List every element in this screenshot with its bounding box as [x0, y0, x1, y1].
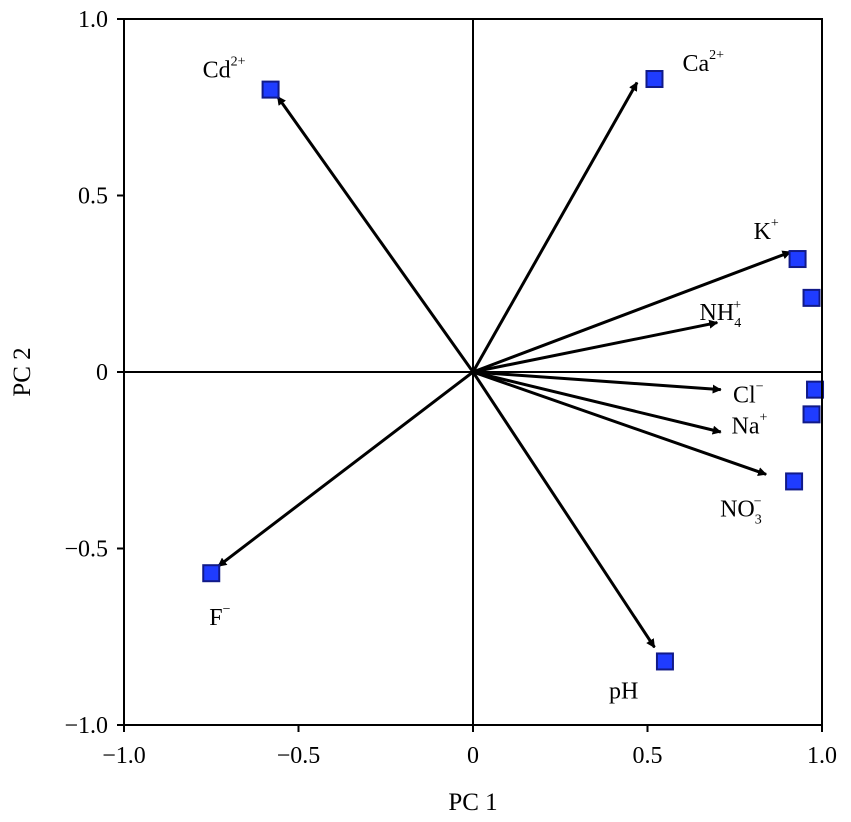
- arrow-k: [472, 250, 792, 374]
- y-tick-label: 1.0: [78, 7, 108, 33]
- marker-nh: [802, 288, 821, 307]
- arrow-no: [472, 370, 768, 476]
- label-no: NO3−: [720, 494, 762, 527]
- marker-k: [788, 250, 807, 269]
- y-axis-ticks: −1.0 −0.5 0 0.5 1.0: [64, 7, 124, 739]
- label-nh: NH4+: [700, 298, 742, 331]
- arrow-cd: [276, 95, 475, 373]
- label-na: Na+: [732, 410, 768, 439]
- label-k: K+: [754, 216, 779, 245]
- y-axis-title: PC 2: [9, 347, 36, 396]
- y-tick-label: 0.5: [78, 184, 108, 210]
- x-tick-label: −1.0: [102, 743, 146, 769]
- loading-arrows: [217, 81, 792, 649]
- arrow-cl: [472, 370, 722, 394]
- label-ca: Ca2+: [682, 48, 724, 77]
- label-cl: Cl−: [733, 380, 764, 409]
- arrow-na: [472, 370, 722, 435]
- y-tick-label: −1.0: [64, 713, 108, 739]
- arrow-ca: [471, 81, 639, 373]
- x-axis-title: PC 1: [448, 789, 497, 816]
- x-axis-ticks: −1.0 −0.5 0 0.5 1.0: [102, 725, 837, 769]
- marker-ph: [655, 652, 674, 671]
- marker-ca: [645, 70, 664, 89]
- x-tick-label: 0: [467, 743, 479, 769]
- marker-no: [785, 472, 804, 491]
- y-tick-label: −0.5: [64, 537, 108, 563]
- x-tick-label: 1.0: [807, 743, 837, 769]
- y-tick-label: 0: [96, 360, 108, 386]
- label-cd: Cd2+: [203, 55, 246, 84]
- x-tick-label: 0.5: [633, 743, 663, 769]
- marker-cl: [806, 380, 825, 399]
- label-ph: pH: [609, 678, 638, 704]
- marker-cd: [261, 80, 280, 99]
- marker-f: [202, 564, 221, 583]
- loading-markers: [202, 70, 825, 671]
- arrow-nh: [472, 319, 719, 374]
- variable-labels: Cd2+ Ca2+ K+ NH4+ Cl−Na+ NO3− F− pH: [203, 48, 779, 704]
- label-f: F−: [209, 602, 230, 631]
- arrow-ph: [471, 371, 656, 649]
- marker-na: [802, 405, 821, 424]
- x-tick-label: −0.5: [277, 743, 321, 769]
- arrow-f: [217, 370, 474, 568]
